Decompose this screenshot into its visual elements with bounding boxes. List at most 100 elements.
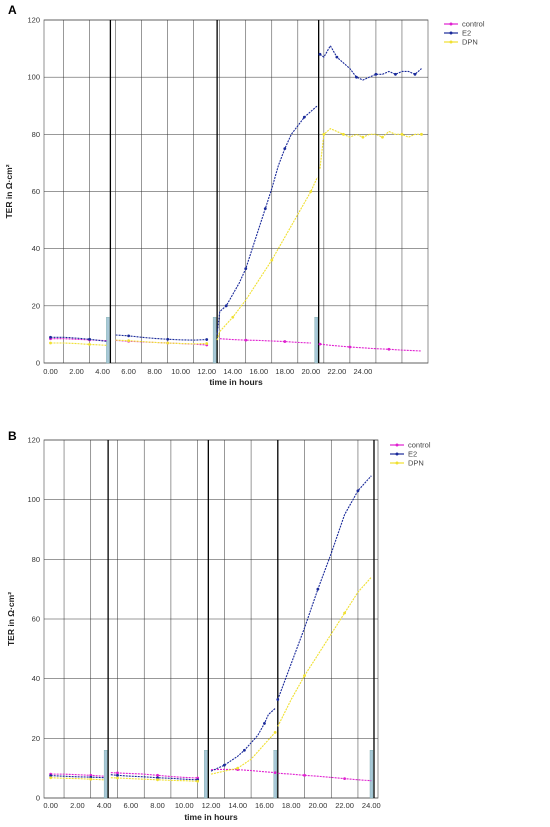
- data-point-e2: [116, 773, 119, 777]
- y-axis-label: TER in Ω·cm²: [6, 592, 16, 646]
- series-line-control: [210, 768, 276, 774]
- x-tick-label: 4.00: [97, 801, 112, 810]
- data-point-dpn: [205, 342, 209, 345]
- legend-marker: [449, 22, 453, 26]
- x-tick-label: 14.00: [223, 367, 242, 376]
- x-tick-label: 24.00: [362, 801, 381, 810]
- data-point-dpn: [196, 779, 200, 783]
- panel-label: A: [8, 3, 17, 17]
- series-line-e2: [277, 475, 372, 700]
- y-tick-label: 60: [32, 615, 40, 624]
- data-point-dpn: [89, 777, 93, 781]
- y-tick-label: 100: [27, 73, 40, 82]
- data-point-dpn: [127, 339, 131, 343]
- data-point-control: [244, 338, 248, 342]
- data-point-e2: [413, 72, 417, 76]
- gap-marker: [369, 750, 374, 799]
- series-line-control: [319, 343, 422, 352]
- data-point-dpn: [88, 343, 91, 346]
- data-point-dpn: [166, 341, 170, 345]
- data-point-e2: [49, 335, 52, 339]
- data-point-dpn: [236, 766, 240, 770]
- data-point-e2: [276, 698, 280, 701]
- data-point-dpn: [273, 730, 277, 734]
- data-point-control: [343, 777, 346, 781]
- x-tick-label: 0.00: [43, 367, 58, 376]
- data-point-e2: [127, 334, 131, 338]
- data-point-e2: [283, 147, 287, 151]
- y-tick-label: 0: [36, 359, 40, 368]
- series-line-control: [219, 338, 311, 344]
- legend-label-e2: E2: [462, 29, 471, 38]
- x-tick-label: 14.00: [228, 801, 247, 810]
- x-tick-label: 6.00: [121, 367, 136, 376]
- data-point-e2: [205, 338, 209, 341]
- y-tick-label: 60: [32, 187, 40, 196]
- x-tick-label: 4.00: [95, 367, 110, 376]
- y-tick-label: 20: [32, 734, 40, 743]
- x-tick-label: 0.00: [43, 801, 58, 810]
- data-point-e2: [224, 304, 228, 308]
- data-point-dpn: [361, 135, 365, 139]
- data-point-dpn: [270, 258, 274, 262]
- legend-marker: [395, 452, 399, 456]
- y-tick-label: 0: [36, 794, 40, 803]
- x-tick-label: 22.00: [335, 801, 354, 810]
- gap-marker: [273, 750, 277, 799]
- legend-label-control: control: [462, 20, 485, 29]
- x-tick-label: 12.00: [197, 367, 216, 376]
- data-point-e2: [222, 763, 226, 767]
- data-point-e2: [243, 748, 246, 752]
- data-point-dpn: [400, 132, 404, 136]
- data-point-e2: [318, 52, 322, 56]
- gap-marker: [204, 750, 208, 799]
- data-point-e2: [263, 207, 267, 211]
- series-line-e2: [319, 44, 422, 81]
- data-point-control: [318, 342, 322, 346]
- series-line-dpn: [216, 176, 318, 341]
- data-point-dpn: [343, 611, 346, 615]
- x-tick-label: 8.00: [147, 367, 162, 376]
- series-line-e2: [115, 334, 207, 341]
- data-point-dpn: [116, 776, 119, 780]
- data-point-control: [283, 340, 287, 343]
- data-point-e2: [335, 55, 339, 59]
- y-tick-label: 20: [32, 301, 40, 310]
- x-tick-label: 6.00: [124, 801, 139, 810]
- legend-label-dpn: DPN: [462, 38, 478, 47]
- data-point-e2: [302, 115, 306, 119]
- series-line-control: [110, 772, 198, 779]
- legend-label-e2: E2: [408, 450, 417, 459]
- data-point-dpn: [322, 132, 326, 136]
- data-point-e2: [49, 774, 53, 778]
- data-point-e2: [166, 337, 170, 341]
- legend-marker: [395, 461, 399, 465]
- data-point-control: [116, 771, 119, 775]
- series-line-control: [277, 772, 372, 782]
- y-tick-label: 120: [27, 436, 40, 445]
- data-point-control: [273, 771, 277, 775]
- y-tick-label: 120: [27, 16, 40, 25]
- data-point-dpn: [381, 135, 384, 139]
- data-point-dpn: [49, 341, 52, 345]
- y-tick-label: 80: [32, 555, 40, 564]
- legend-marker: [395, 443, 399, 447]
- data-point-control: [387, 347, 391, 351]
- series-line-e2: [110, 774, 198, 781]
- data-point-dpn: [49, 776, 53, 780]
- x-tick-label: 16.00: [255, 801, 274, 810]
- data-point-control: [303, 773, 306, 777]
- x-tick-label: 16.00: [249, 367, 268, 376]
- y-axis-label: TER in Ω·cm²: [4, 164, 14, 218]
- chart-panel-a: A 0 20 40 60 80 100 120 0.00 2.00 4.00 6.00 8.00 10.0…: [4, 3, 485, 387]
- x-tick-label: 18.00: [282, 801, 301, 810]
- legend-label-dpn: DPN: [408, 459, 424, 468]
- series-line-dpn: [110, 777, 198, 782]
- x-tick-label: 2.00: [69, 367, 84, 376]
- data-point-dpn: [341, 132, 345, 136]
- x-tick-label: 10.00: [171, 367, 190, 376]
- panel-label: B: [8, 429, 17, 443]
- data-point-e2: [244, 267, 248, 271]
- data-point-e2: [355, 75, 358, 79]
- y-tick-label: 40: [32, 244, 40, 253]
